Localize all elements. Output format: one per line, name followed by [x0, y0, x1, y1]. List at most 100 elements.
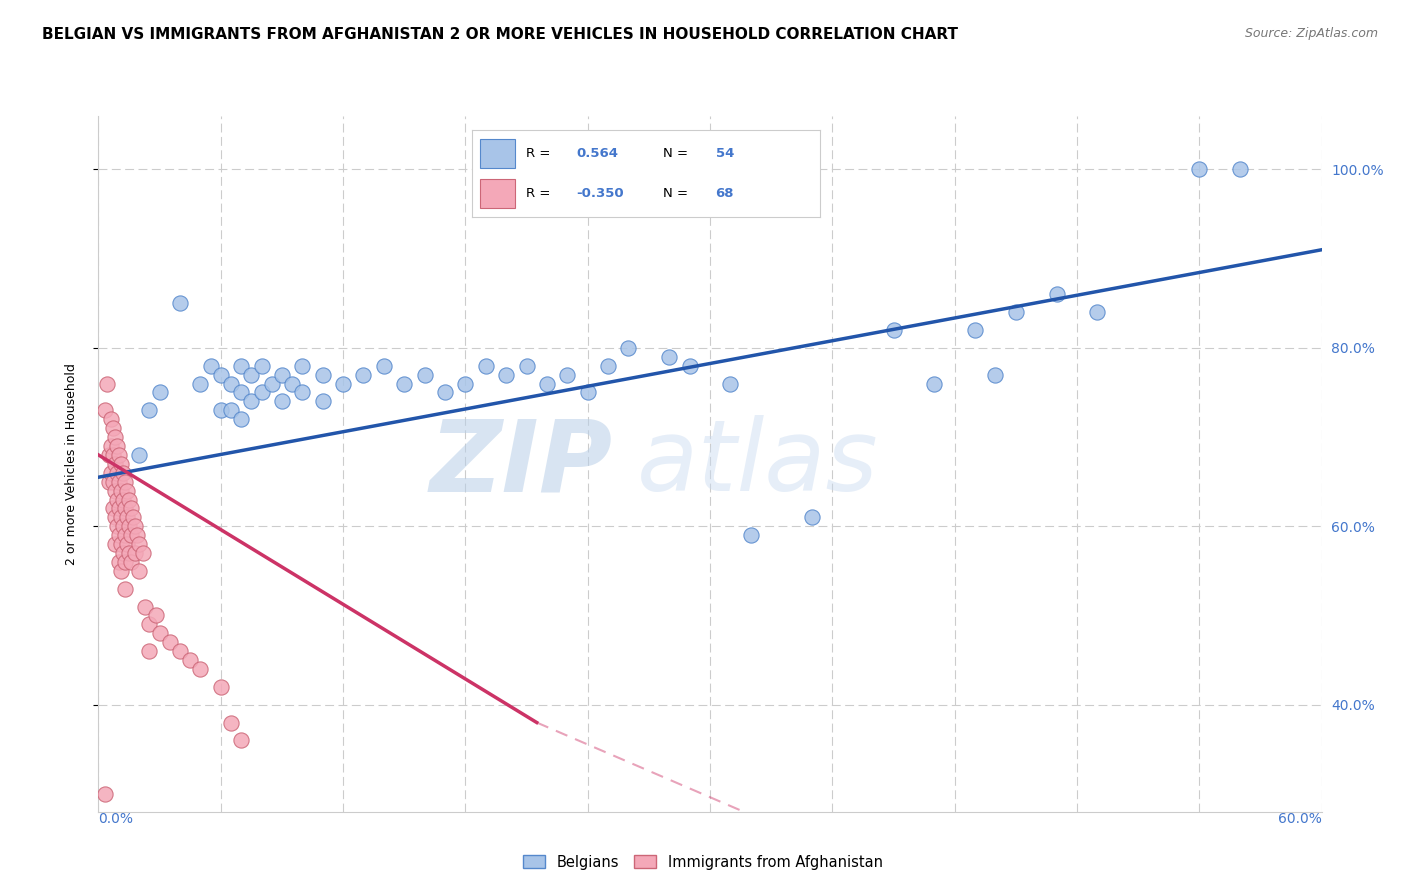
- Point: [516, 359, 538, 373]
- Point: [159, 635, 181, 649]
- Point: [679, 359, 702, 373]
- Point: [270, 394, 294, 409]
- Point: [373, 359, 395, 373]
- Point: [536, 376, 558, 391]
- Point: [291, 385, 314, 400]
- Point: [108, 448, 131, 462]
- Point: [96, 376, 118, 391]
- Point: [115, 537, 138, 551]
- Point: [281, 376, 304, 391]
- Point: [114, 501, 136, 516]
- Point: [105, 519, 128, 533]
- Point: [108, 475, 131, 489]
- Point: [104, 510, 127, 524]
- Text: BELGIAN VS IMMIGRANTS FROM AFGHANISTAN 2 OR MORE VEHICLES IN HOUSEHOLD CORRELATI: BELGIAN VS IMMIGRANTS FROM AFGHANISTAN 2…: [42, 27, 957, 42]
- Point: [169, 644, 191, 658]
- Point: [209, 403, 232, 417]
- Point: [110, 510, 132, 524]
- Point: [219, 715, 242, 730]
- Point: [658, 350, 681, 364]
- Point: [108, 555, 131, 569]
- Point: [124, 519, 146, 533]
- Point: [598, 359, 620, 373]
- Point: [111, 546, 134, 560]
- Point: [111, 492, 134, 507]
- Point: [209, 680, 232, 694]
- Point: [922, 376, 945, 391]
- Point: [576, 385, 599, 400]
- Point: [240, 394, 263, 409]
- Point: [413, 368, 436, 382]
- Point: [219, 376, 242, 391]
- Point: [110, 564, 132, 578]
- Point: [332, 376, 354, 391]
- Point: [1004, 305, 1026, 319]
- Point: [105, 492, 128, 507]
- Point: [149, 385, 172, 400]
- Point: [120, 501, 142, 516]
- Point: [138, 644, 160, 658]
- Point: [312, 368, 335, 382]
- Point: [454, 376, 477, 391]
- Point: [110, 537, 132, 551]
- Point: [984, 368, 1007, 382]
- Point: [108, 501, 131, 516]
- Point: [134, 599, 156, 614]
- Point: [110, 483, 132, 498]
- Point: [111, 519, 134, 533]
- Point: [114, 528, 136, 542]
- Point: [138, 617, 160, 632]
- Text: 60.0%: 60.0%: [1278, 812, 1322, 826]
- Point: [110, 457, 132, 471]
- Point: [883, 323, 905, 337]
- Point: [149, 626, 172, 640]
- Point: [495, 368, 517, 382]
- Point: [120, 555, 142, 569]
- Point: [231, 412, 253, 426]
- Text: 0.0%: 0.0%: [98, 812, 134, 826]
- Text: ZIP: ZIP: [429, 416, 612, 512]
- Point: [801, 510, 824, 524]
- Y-axis label: 2 or more Vehicles in Household: 2 or more Vehicles in Household: [65, 363, 77, 565]
- Point: [104, 537, 127, 551]
- Point: [105, 466, 128, 480]
- Point: [179, 653, 201, 667]
- Point: [115, 510, 138, 524]
- Point: [557, 368, 579, 382]
- Point: [474, 359, 498, 373]
- Point: [118, 492, 141, 507]
- Point: [1188, 162, 1211, 177]
- Point: [111, 466, 134, 480]
- Point: [93, 403, 115, 417]
- Point: [1085, 305, 1108, 319]
- Point: [188, 376, 212, 391]
- Point: [115, 483, 138, 498]
- Point: [965, 323, 987, 337]
- Point: [352, 368, 374, 382]
- Point: [97, 475, 120, 489]
- Point: [127, 528, 149, 542]
- Point: [120, 528, 142, 542]
- Point: [101, 421, 124, 435]
- Point: [108, 528, 131, 542]
- Point: [114, 555, 136, 569]
- Point: [128, 448, 150, 462]
- Point: [219, 403, 242, 417]
- Point: [1045, 287, 1069, 301]
- Point: [138, 403, 160, 417]
- Point: [240, 368, 263, 382]
- Point: [312, 394, 335, 409]
- Text: Source: ZipAtlas.com: Source: ZipAtlas.com: [1244, 27, 1378, 40]
- Point: [231, 385, 253, 400]
- Point: [270, 368, 294, 382]
- Legend: Belgians, Immigrants from Afghanistan: Belgians, Immigrants from Afghanistan: [517, 849, 889, 876]
- Point: [720, 376, 742, 391]
- Point: [250, 359, 273, 373]
- Point: [231, 359, 253, 373]
- Point: [132, 546, 155, 560]
- Point: [114, 475, 136, 489]
- Point: [124, 546, 146, 560]
- Point: [209, 368, 232, 382]
- Point: [740, 528, 762, 542]
- Point: [128, 537, 150, 551]
